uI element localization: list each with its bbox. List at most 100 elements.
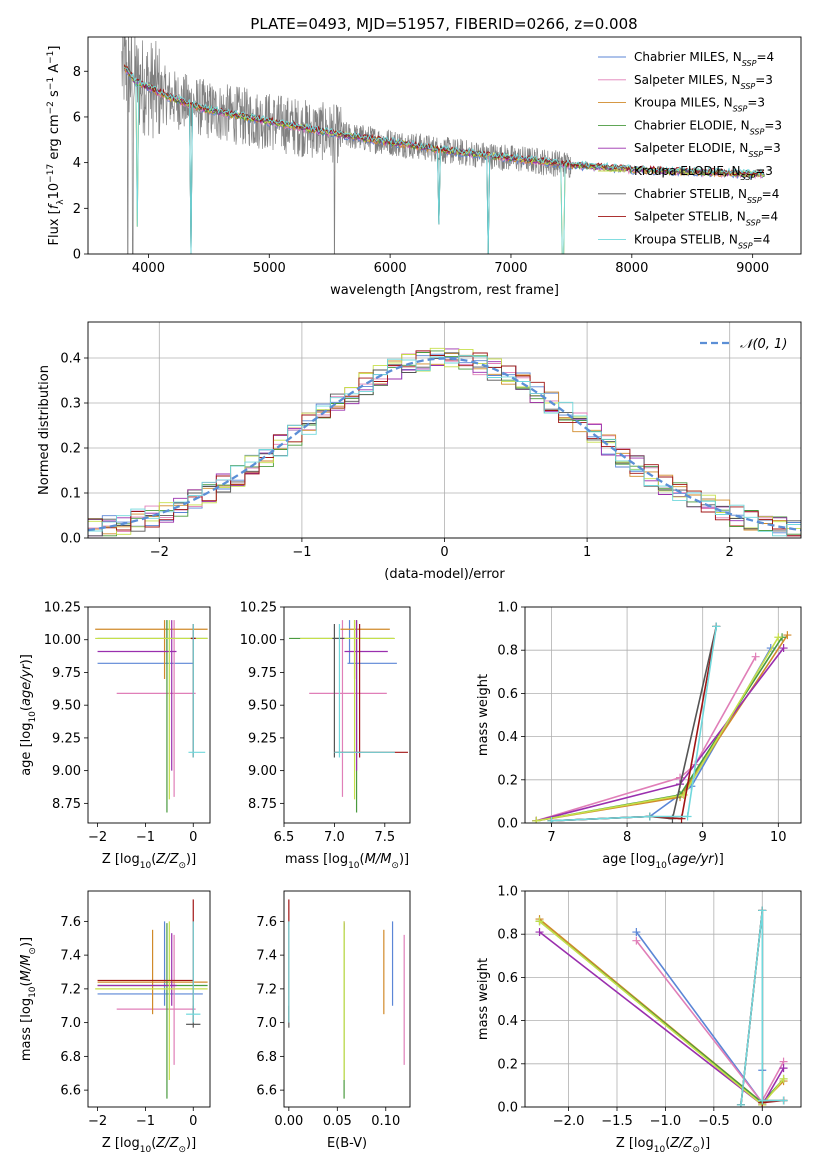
- y-tick-label: 10.25: [44, 601, 81, 616]
- x-tick-label: −2: [88, 1114, 107, 1129]
- x-tick-label: 1: [583, 545, 591, 560]
- x-tick-label: 7: [547, 830, 555, 845]
- x-tick-label: −1: [136, 1114, 155, 1129]
- panel-age_vs_Z: −2 −1 0 8.75 9.00 9.25 9.50 9.75 10.00 10.25 Z [lo…: [19, 601, 211, 871]
- y-tick-label: 4: [73, 156, 81, 171]
- y-tick-label: 0.3: [60, 397, 81, 412]
- legend-entry: Kroupa STELIB, NSSP=4: [634, 232, 770, 250]
- y-tick-label: 9.50: [248, 699, 277, 714]
- axes-frame: [87, 606, 211, 824]
- y-tick-label: 8: [73, 65, 81, 80]
- y-tick-label: 7.0: [60, 1016, 81, 1031]
- x-axis-label: Z [log10(Z/Z⊙)]: [102, 1136, 196, 1155]
- plot-area: [289, 620, 408, 813]
- point-marker: [632, 936, 641, 945]
- x-tick-label: 7000: [494, 261, 527, 276]
- y-tick-label: 9.00: [52, 764, 81, 779]
- y-tick-label: 0.8: [497, 928, 518, 943]
- legend-entry: 𝒩(0, 1): [740, 337, 787, 352]
- panel-age_vs_mass: 6.5 7.0 7.5 8.75 9.00 9.25 9.50 9.75 10.00 10.25 m…: [240, 601, 411, 871]
- mass-weight-line: [740, 910, 784, 1105]
- y-tick-label: 0.4: [497, 1014, 518, 1029]
- panel-mass_vs_ebv: 0.00 0.05 0.10 6.6 6.8 7.0 7.2 7.4 7.6 E(B-V): [256, 890, 411, 1151]
- y-tick-label: 8.75: [248, 797, 277, 812]
- y-tick-label: 7.6: [60, 915, 81, 930]
- mass-weight-line: [536, 636, 783, 822]
- y-tick-label: 10.25: [240, 601, 277, 616]
- x-tick-label: −2.0: [553, 1114, 585, 1129]
- x-tick-label: −2: [88, 830, 107, 845]
- x-tick-label: 0.05: [323, 1114, 352, 1129]
- y-axis-label: mass [log10(M/M⊙)]: [19, 937, 38, 1061]
- x-tick-label: 6.5: [274, 830, 295, 845]
- point-marker: [535, 928, 544, 937]
- plot-area: [95, 899, 208, 1099]
- point-marker: [774, 633, 783, 642]
- x-tick-label: 10: [770, 830, 787, 845]
- legend-entry: Kroupa ELODIE, NSSP=3: [634, 164, 773, 182]
- point-marker: [751, 652, 760, 661]
- y-tick-label: 9.75: [248, 666, 277, 681]
- x-axis-label: Z [log10(Z/Z⊙)]: [616, 1136, 710, 1155]
- x-tick-label: 0.0: [752, 1114, 773, 1129]
- y-tick-label: 9.75: [52, 666, 81, 681]
- y-tick-label: 10.00: [240, 633, 277, 648]
- mass-weight-line: [536, 656, 757, 822]
- residual-histogram: [88, 350, 801, 537]
- y-tick-label: 0.0: [497, 817, 518, 832]
- x-tick-label: −1: [136, 830, 155, 845]
- x-tick-label: 0.10: [371, 1114, 400, 1129]
- y-tick-label: 8.75: [52, 797, 81, 812]
- point-marker: [547, 816, 556, 823]
- panel-spectrum: 4000 5000 6000 7000 8000 9000 0 2 4 6 8 wavelength …: [46, 36, 802, 298]
- model-spectrum-line: [123, 65, 765, 254]
- y-axis-label: Normed distribution: [37, 365, 52, 495]
- x-axis-label: E(B-V): [327, 1136, 367, 1151]
- y-tick-label: 7.6: [256, 915, 277, 930]
- y-axis-label: mass weight: [476, 674, 491, 756]
- y-tick-label: 9.50: [52, 699, 81, 714]
- grid: [525, 890, 801, 1108]
- figure-title: PLATE=0493, MJD=51957, FIBERID=0266, z=0…: [250, 15, 637, 33]
- x-axis-label: (data-model)/error: [384, 567, 505, 582]
- mass-weight-line: [536, 634, 789, 822]
- panel-mass_vs_Z: −2 −1 0 6.6 6.8 7.0 7.2 7.4 7.6 Z [log10(Z/Z⊙)] ma…: [19, 890, 211, 1155]
- axes-frame: [283, 606, 411, 824]
- point-marker: [683, 812, 692, 821]
- y-tick-label: 0.4: [60, 352, 81, 367]
- x-tick-label: −1.5: [601, 1114, 633, 1129]
- x-tick-label: 8000: [615, 261, 648, 276]
- axes-frame: [87, 321, 802, 539]
- point-marker: [532, 816, 541, 823]
- axes-frame: [87, 890, 211, 1108]
- axes-frame: [87, 36, 802, 255]
- x-tick-label: 9000: [736, 261, 769, 276]
- y-tick-label: 2: [73, 202, 81, 217]
- plot-area: [121, 37, 765, 254]
- y-tick-label: 7.0: [256, 1016, 277, 1031]
- axes-frame: [283, 890, 411, 1108]
- legend-entry: Salpeter ELODIE, NSSP=3: [634, 141, 781, 159]
- x-tick-label: 9: [699, 830, 707, 845]
- x-tick-label: 5000: [253, 261, 286, 276]
- y-axis-label: Flux [fλ10−17 erg cm−2 s−1 A−1]: [46, 46, 66, 246]
- plot-area: [288, 899, 405, 1099]
- x-tick-label: 0.00: [274, 1114, 303, 1129]
- legend: 𝒩(0, 1): [700, 337, 787, 352]
- mass-weight-line: [551, 626, 718, 822]
- point-marker: [758, 1096, 767, 1105]
- y-tick-label: 0.0: [60, 532, 81, 547]
- y-axis-label: age [log10(age/yr)]: [19, 654, 38, 776]
- y-tick-label: 0.4: [497, 730, 518, 745]
- point-marker: [535, 917, 544, 926]
- plot-area: [535, 906, 788, 1107]
- legend-entry: Kroupa MILES, NSSP=3: [634, 96, 765, 114]
- plot-area: [532, 622, 792, 823]
- y-tick-label: 0: [73, 248, 81, 263]
- x-tick-label: −1.0: [650, 1114, 682, 1129]
- point-marker: [712, 622, 721, 631]
- plot-area: [95, 620, 208, 813]
- point-marker: [779, 1096, 788, 1105]
- point-marker: [779, 1074, 788, 1083]
- legend: Chabrier MILES, NSSP=4 Salpeter MILES, NS…: [598, 50, 782, 250]
